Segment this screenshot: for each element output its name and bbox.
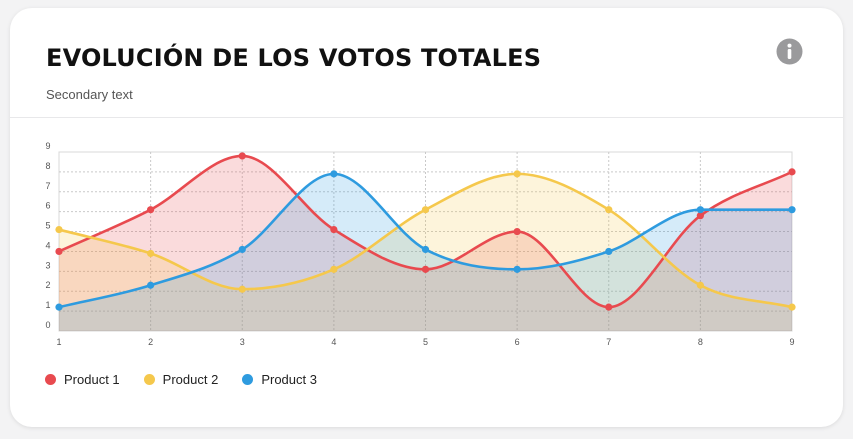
y-tick-label: 1 bbox=[45, 300, 50, 310]
y-tick-label: 7 bbox=[45, 181, 50, 191]
data-point-product-2 bbox=[330, 265, 338, 273]
legend-item-product-3[interactable]: Product 3 bbox=[242, 372, 317, 387]
x-tick-label: 9 bbox=[789, 337, 794, 347]
chart-areas bbox=[59, 155, 792, 331]
data-point-product-1 bbox=[788, 168, 796, 176]
info-circle-icon[interactable] bbox=[776, 38, 803, 65]
data-point-product-1 bbox=[55, 247, 63, 256]
chart-grid bbox=[58, 151, 793, 332]
data-point-product-2 bbox=[55, 225, 63, 234]
data-point-product-2 bbox=[605, 206, 613, 214]
x-tick-label: 4 bbox=[331, 337, 336, 347]
data-point-product-3 bbox=[330, 170, 338, 178]
series-line-product-3 bbox=[57, 172, 794, 309]
y-tick-label: 3 bbox=[45, 260, 50, 270]
chart-points bbox=[55, 152, 796, 311]
legend-dot-icon bbox=[143, 374, 155, 385]
x-tick-label: 1 bbox=[56, 337, 61, 347]
legend-item-product-1[interactable]: Product 1 bbox=[45, 372, 120, 387]
data-point-product-1 bbox=[421, 265, 430, 273]
data-point-product-3 bbox=[605, 247, 613, 256]
data-point-product-3 bbox=[147, 281, 155, 289]
x-tick-label: 6 bbox=[515, 337, 520, 347]
legend-dot-icon bbox=[242, 374, 254, 385]
data-point-product-3 bbox=[55, 303, 63, 311]
data-point-product-1 bbox=[696, 212, 704, 220]
data-point-product-2 bbox=[421, 206, 430, 214]
data-point-product-2 bbox=[147, 249, 155, 258]
data-point-product-2 bbox=[788, 303, 796, 311]
data-point-product-1 bbox=[605, 303, 613, 311]
x-tick-label: 2 bbox=[148, 337, 153, 347]
y-tick-label: 8 bbox=[45, 161, 50, 171]
y-tick-label: 2 bbox=[45, 280, 50, 290]
x-tick-label: 8 bbox=[698, 337, 703, 347]
y-tick-label: 6 bbox=[45, 201, 50, 211]
data-point-product-3 bbox=[696, 206, 704, 214]
data-point-product-3 bbox=[788, 206, 796, 214]
data-point-product-3 bbox=[238, 245, 246, 254]
data-point-product-1 bbox=[513, 227, 521, 236]
x-tick-label: 3 bbox=[240, 337, 245, 347]
legend-dot-icon bbox=[45, 374, 56, 385]
data-point-product-3 bbox=[513, 265, 521, 273]
data-point-product-1 bbox=[330, 225, 338, 234]
legend-label: Product 1 bbox=[64, 372, 120, 387]
y-tick-label: 5 bbox=[45, 221, 50, 231]
subtitle: Secondary text bbox=[46, 87, 133, 102]
data-point-product-3 bbox=[421, 245, 430, 254]
legend-item-product-2[interactable]: Product 2 bbox=[143, 372, 219, 387]
data-point-product-2 bbox=[238, 285, 246, 293]
chart-card: EVOLUCIÓN DE LOS VOTOS TOTALES Secondary… bbox=[10, 8, 843, 427]
y-tick-label: 4 bbox=[45, 240, 50, 250]
data-point-product-2 bbox=[696, 281, 704, 289]
x-tick-label: 7 bbox=[606, 337, 611, 347]
legend-label: Product 3 bbox=[261, 372, 317, 387]
legend-label: Product 2 bbox=[162, 372, 219, 387]
chart-legend: Product 1 Product 2 Product 3 bbox=[45, 372, 341, 387]
data-point-product-1 bbox=[147, 206, 155, 214]
y-tick-label: 9 bbox=[45, 141, 50, 151]
x-tick-label: 5 bbox=[423, 337, 428, 347]
data-point-product-1 bbox=[238, 152, 246, 160]
page-title: EVOLUCIÓN DE LOS VOTOS TOTALES bbox=[46, 44, 542, 72]
y-tick-label: 0 bbox=[45, 320, 50, 330]
data-point-product-2 bbox=[513, 170, 521, 178]
header-divider bbox=[10, 117, 843, 118]
